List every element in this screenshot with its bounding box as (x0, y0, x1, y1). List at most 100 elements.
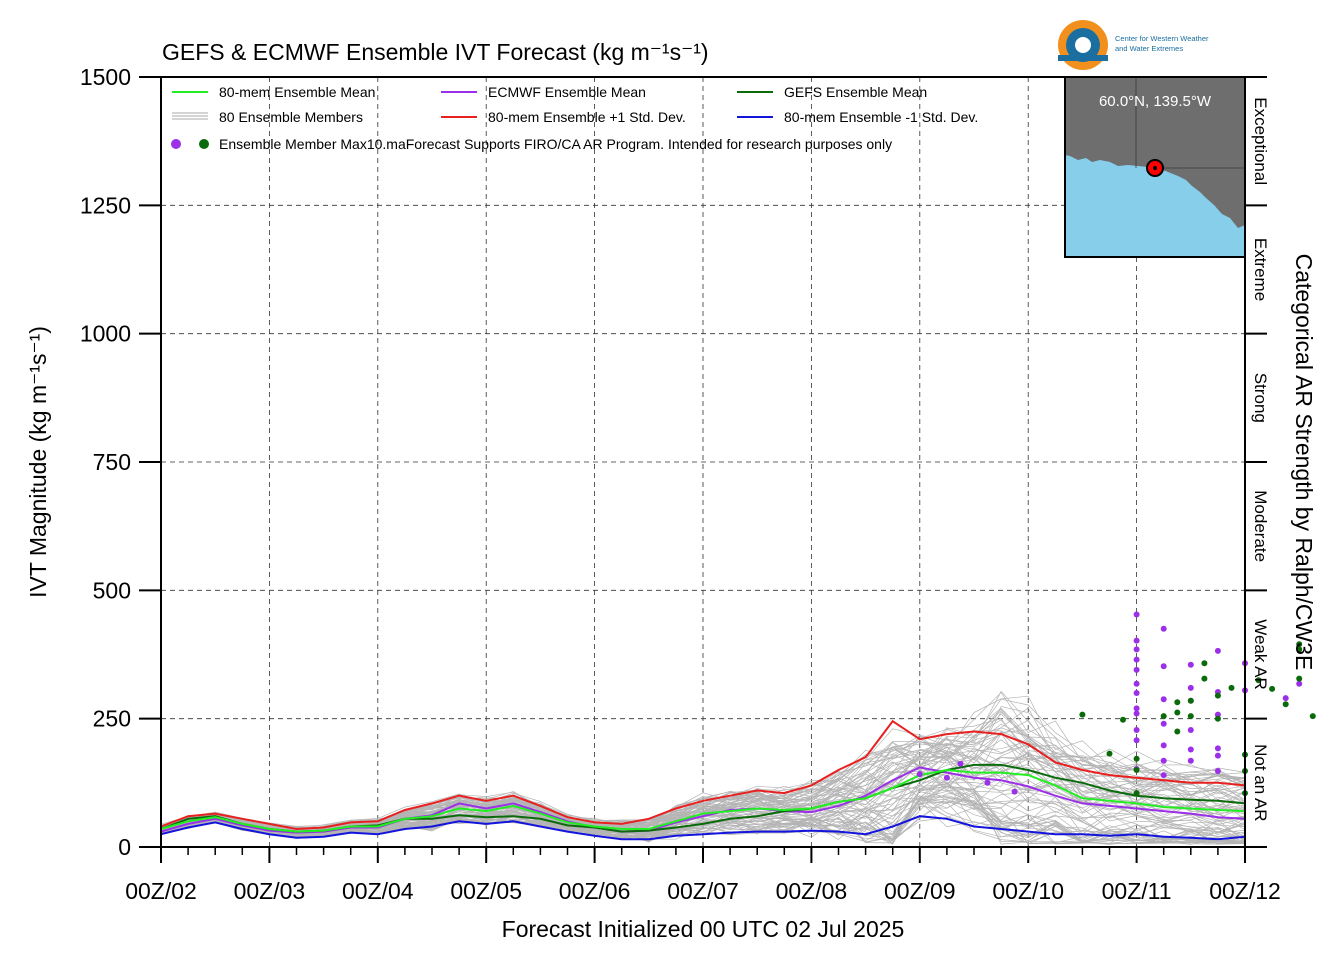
legend-label-plus-std: 80-mem Ensemble +1 Std. Dev. (488, 109, 686, 125)
ensemble-member-line (160, 691, 1246, 828)
gefs-max-point (1296, 675, 1303, 682)
gefs-max-point (1201, 660, 1208, 667)
ecmwf-max-point (1187, 727, 1194, 733)
ecmwf-max-point (1133, 646, 1140, 653)
ensemble-member-line (160, 706, 1246, 830)
gefs-max-point (1187, 713, 1194, 720)
legend-label-ensemble-mean: 80-mem Ensemble Mean (219, 84, 375, 100)
gefs-max-point (1228, 684, 1235, 691)
x-tick-label: 00Z/12 (1209, 878, 1281, 904)
inset-land (1065, 77, 1245, 228)
ecmwf-max-point (1160, 742, 1167, 749)
location-marker-center (1153, 166, 1157, 170)
ecmwf-max-point (1187, 746, 1194, 753)
x-tick-label: 00Z/02 (125, 878, 197, 904)
ensemble-member-line (160, 698, 1246, 827)
x-tick-label: 00Z/11 (1102, 878, 1172, 904)
y-tick-label: 500 (93, 577, 131, 603)
series-lines (160, 719, 1246, 841)
category-label: Exceptional (1251, 97, 1270, 185)
category-axis: Not an AR Weak AR Moderate Strong Extreme Exc… (1245, 76, 1270, 848)
gefs-max-point (1296, 646, 1303, 653)
category-label: Extreme (1251, 238, 1270, 301)
gefs-max-point (1120, 716, 1126, 723)
ecmwf-max-point (1214, 745, 1221, 752)
disclaimer-text: 10.maForecast Supports FIRO/CA AR Progra… (367, 136, 892, 152)
ensemble-member-line (160, 799, 1246, 844)
ecmwf-max-point (1187, 661, 1194, 668)
ecmwf-max-point (1160, 663, 1167, 670)
legend-swatch-members (172, 112, 208, 120)
x-tick-label: 00Z/10 (992, 878, 1064, 904)
x-tick-label: 00Z/06 (559, 878, 631, 904)
ecmwf-max-point (1133, 710, 1140, 717)
ecmwf-max-point (957, 760, 964, 767)
legend-dot-ecmwf-max (171, 139, 181, 149)
legend-label-max: Ensemble Member Max10.maForecast Support… (219, 136, 892, 152)
ecmwf-max-point (1133, 656, 1140, 663)
ecmwf-max-point (984, 779, 991, 786)
ecmwf-max-point (1187, 757, 1194, 764)
ensemble-member-line (160, 733, 1246, 832)
y-tick-label: 750 (93, 449, 131, 475)
legend-label-gefs-mean: GEFS Ensemble Mean (784, 84, 927, 100)
chart-title: GEFS & ECMWF Ensemble IVT Forecast (kg m… (162, 39, 709, 65)
ecmwf-max-point (1133, 690, 1140, 696)
legend-max-text: Ensemble Member Max (219, 136, 367, 152)
logo-wave (1058, 55, 1108, 61)
gefs-max-point (1296, 641, 1303, 648)
gefs-max-point (1106, 750, 1113, 757)
x-axis: 00Z/02 00Z/03 00Z/04 00Z/05 00Z/06 00Z/07 00Z/… (125, 847, 1281, 904)
ecmwf-max-point (1133, 637, 1140, 644)
ecmwf-max-point (1160, 757, 1167, 764)
y-tick-label: 0 (118, 834, 131, 860)
legend-label-minus-std: 80-mem Ensemble -1 Std. Dev. (784, 109, 978, 125)
logo-line-2: and Water Extremes (1115, 44, 1183, 53)
cw3e-logo: Center for Western Weather and Water Ext… (1058, 20, 1209, 70)
ecmwf-max-point (1011, 788, 1018, 795)
gefs-max-point (1079, 711, 1086, 718)
gefs-max-point (1214, 715, 1221, 722)
category-label: Moderate (1251, 490, 1270, 562)
ecmwf-max-point (1214, 647, 1221, 654)
ecmwf-max-point (1187, 684, 1194, 691)
gefs-max-point (1174, 699, 1181, 706)
y-tick-label: 1000 (80, 321, 131, 347)
inset-map: 60.0°N, 139.5°W (1064, 76, 1246, 258)
ecmwf-max-point (1133, 737, 1140, 744)
ecmwf-max-point (1214, 711, 1221, 718)
logo-line-1: Center for Western Weather (1115, 34, 1209, 43)
y-tick-label: 1500 (80, 64, 131, 90)
ensemble-member-line (160, 788, 1246, 845)
ecmwf-max-point (1160, 720, 1167, 727)
gefs-max-point (1201, 675, 1208, 682)
y-tick-label: 250 (93, 706, 131, 732)
gefs-max-point (1160, 713, 1167, 720)
x-tick-label: 00Z/07 (667, 878, 739, 904)
category-label: Not an AR (1251, 744, 1270, 822)
ecmwf-max-point (1160, 772, 1167, 779)
ecmwf-max-point (1214, 752, 1221, 759)
ecmwf-max-point (1133, 705, 1140, 712)
category-label: Weak AR (1251, 619, 1270, 690)
gefs-max-point (1214, 692, 1221, 699)
category-label: Strong (1251, 373, 1270, 423)
x-tick-label: 00Z/08 (776, 878, 848, 904)
gefs-max-point (1269, 685, 1276, 692)
gefs-max-point (1309, 713, 1316, 720)
ecmwf-max-point (1160, 696, 1167, 703)
ecmwf-max-point (1160, 625, 1167, 632)
ecmwf-max-point (1133, 680, 1140, 687)
x-tick-label: 00Z/05 (450, 878, 522, 904)
plus-std-line (160, 719, 1246, 831)
ecmwf-max-point (1133, 611, 1140, 618)
y-axis: 0 250 500 750 1000 1250 1500 (80, 64, 161, 860)
ensemble-mean-line (160, 768, 1246, 833)
x-tick-label: 00Z/03 (234, 878, 306, 904)
right-axis-title: Categorical AR Strength by Ralph/CW3E (1291, 254, 1317, 671)
ecmwf-max-point (1282, 695, 1289, 702)
ecmwf-max-point (1133, 666, 1140, 673)
y-axis-title: IVT Magnitude (kg m⁻¹s⁻¹) (25, 326, 51, 598)
logo-drop (1075, 37, 1091, 53)
